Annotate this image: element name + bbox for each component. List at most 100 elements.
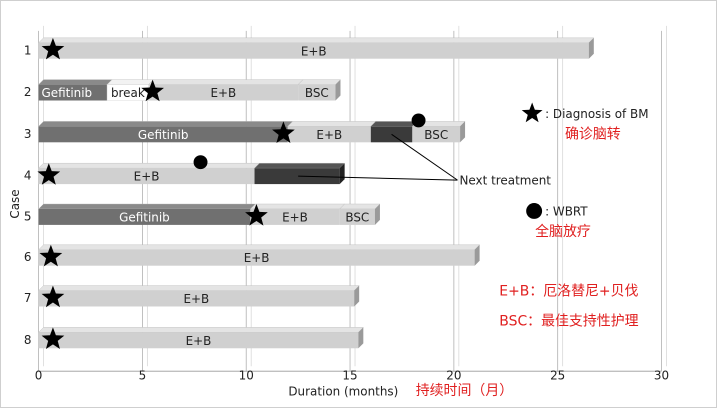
y-tick-label: 3 bbox=[24, 127, 32, 141]
note-bsc: BSC：最佳支持性护理 bbox=[499, 313, 638, 329]
bar-segment-eb bbox=[250, 208, 340, 225]
bar-label-eb: E+B bbox=[186, 334, 212, 348]
bar-label-gefitinib: Gefitinib bbox=[42, 86, 93, 100]
x-tick-label: 0 bbox=[35, 369, 43, 383]
case-row bbox=[38, 244, 481, 266]
bar-segment-top bbox=[38, 37, 595, 43]
y-axis-title: Case bbox=[8, 189, 22, 218]
next-treatment-annotation: Next treatment bbox=[298, 133, 552, 188]
bar-segment-gefitinib bbox=[38, 208, 251, 225]
case-row bbox=[38, 285, 360, 307]
bar-segment-bsc bbox=[339, 208, 375, 225]
bar-segment-top bbox=[370, 121, 418, 127]
bar-label-eb: E+B bbox=[134, 170, 160, 184]
y-tick-label: 2 bbox=[24, 85, 32, 99]
bar-label-bsc: BSC bbox=[305, 86, 329, 100]
event-markers bbox=[37, 37, 426, 349]
axes: 0 5 10 15 20 25 30 Duration (months) 持续时间（月） Case bbox=[8, 189, 669, 399]
bar-segment-top bbox=[249, 203, 346, 210]
bar-label-eb: E+B bbox=[282, 210, 308, 224]
bar-segment-side bbox=[339, 163, 345, 185]
bar-label-bsc: BSC bbox=[345, 210, 369, 224]
bm-diagnosis-star bbox=[41, 327, 65, 349]
bar-segment-gefitinib bbox=[38, 84, 108, 101]
legend-text-wbrt: : WBRT bbox=[545, 204, 588, 218]
y-tick-label: 6 bbox=[24, 250, 32, 264]
bar-segment-eb bbox=[38, 332, 359, 349]
bm-diagnosis-star bbox=[245, 204, 268, 226]
wbrt-dot bbox=[193, 155, 208, 170]
bar-segment-top bbox=[339, 203, 381, 210]
bars bbox=[38, 37, 595, 349]
bar-labels: 1 E+B 2 Gefitinib break E+B BSC 3 Gefitinib E+B BS… bbox=[24, 43, 448, 348]
bar-label-break: break bbox=[111, 86, 145, 100]
legend-star-icon bbox=[521, 102, 543, 123]
y-tick-label: 1 bbox=[24, 43, 32, 57]
legend: : Diagnosis of BM 确诊脑转 : WBRT 全脑放疗 E+B：厄洛替尼+… bbox=[499, 102, 649, 329]
annotation-line bbox=[391, 133, 458, 181]
bar-segment-top bbox=[38, 79, 113, 85]
bar-segment-eb bbox=[287, 126, 371, 143]
note-eb: E+B：厄洛替尼+贝伐 bbox=[499, 284, 638, 300]
x-tick-label: 15 bbox=[342, 369, 357, 383]
legend-text-bm-zh: 确诊脑转 bbox=[565, 126, 621, 142]
x-tick-label: 5 bbox=[139, 369, 147, 383]
bar-segment-top bbox=[38, 203, 256, 210]
bm-diagnosis-star bbox=[39, 244, 63, 267]
y-tick-label: 5 bbox=[24, 209, 32, 223]
bar-segment-top bbox=[38, 121, 294, 127]
x-axis-title-zh: 持续时间（月） bbox=[416, 382, 513, 399]
bar-segment-bsc bbox=[412, 126, 461, 143]
case-row bbox=[38, 327, 364, 349]
legend-text-bm: : Diagnosis of BM bbox=[545, 107, 648, 121]
wbrt-dot bbox=[411, 113, 426, 128]
bar-segment-eb bbox=[38, 249, 475, 266]
bar-segment-eb bbox=[148, 84, 299, 101]
case-row bbox=[38, 163, 346, 185]
bar-segment-top bbox=[148, 79, 304, 85]
case-row bbox=[38, 121, 466, 143]
bar-segment-side bbox=[588, 37, 594, 59]
bm-diagnosis-star bbox=[41, 37, 65, 60]
legend-dot-icon bbox=[526, 203, 543, 219]
annotation-label: Next treatment bbox=[460, 174, 552, 188]
bar-segment-side bbox=[474, 244, 480, 266]
bm-diagnosis-star bbox=[272, 121, 295, 144]
bar-label-eb: E+B bbox=[184, 292, 210, 306]
bar-label-eb: E+B bbox=[244, 251, 270, 265]
bar-segment-side bbox=[358, 327, 364, 349]
x-axis-title: Duration (months) bbox=[288, 385, 398, 399]
bar-segment-side bbox=[354, 285, 360, 307]
bar-segment-eb bbox=[38, 290, 355, 307]
bar-segment-top bbox=[38, 163, 260, 169]
bar-label-eb: E+B bbox=[316, 128, 342, 142]
x-tick-label: 30 bbox=[654, 369, 669, 383]
y-tick-label: 7 bbox=[24, 291, 32, 305]
bar-label-gefitinib: Gefitinib bbox=[138, 128, 189, 142]
bar-segment-bsc bbox=[298, 84, 336, 101]
bar-segment-top bbox=[287, 121, 377, 127]
x-tick-label: 10 bbox=[239, 369, 254, 383]
bar-segment-side bbox=[460, 121, 466, 143]
bar-label-eb: E+B bbox=[301, 44, 327, 58]
bm-diagnosis-star bbox=[41, 285, 65, 308]
x-tick-label: 20 bbox=[446, 369, 461, 383]
y-tick-label: 4 bbox=[24, 169, 32, 183]
bm-diagnosis-star bbox=[141, 79, 164, 102]
annotation-line bbox=[298, 175, 458, 181]
bar-segment-next bbox=[254, 168, 340, 185]
bar-segment-side bbox=[374, 204, 380, 225]
bar-segment-eb bbox=[38, 42, 589, 59]
bar-segment-top bbox=[297, 79, 341, 85]
bar-segment-top bbox=[38, 285, 360, 291]
x-tick-label: 25 bbox=[550, 369, 565, 383]
bar-segment-top bbox=[254, 163, 346, 169]
case-row bbox=[38, 37, 595, 59]
bar-label-bsc: BSC bbox=[424, 128, 448, 142]
bar-label-eb: E+B bbox=[211, 86, 237, 100]
bar-segment-top bbox=[38, 327, 364, 333]
bar-segment-top bbox=[106, 79, 155, 85]
legend-text-wbrt-zh: 全脑放疗 bbox=[535, 223, 591, 240]
bar-segment-top bbox=[38, 244, 481, 250]
